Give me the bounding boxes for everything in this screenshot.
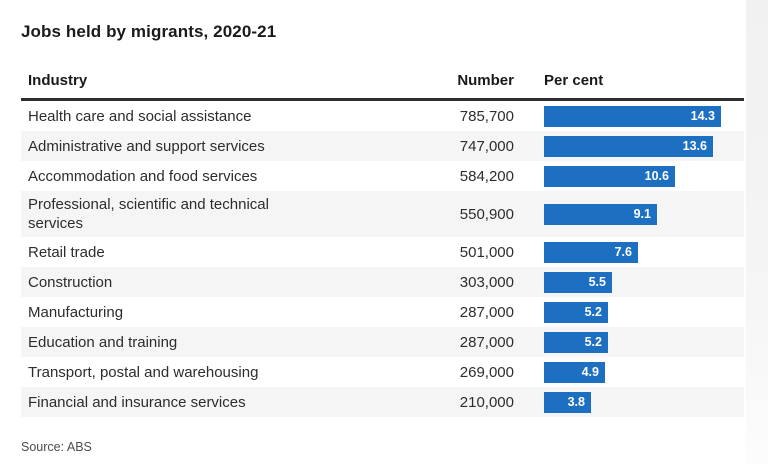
percent-value: 5.5 — [588, 274, 606, 289]
percent-bar: 7.6 — [544, 241, 638, 263]
industry-label: Manufacturing — [28, 303, 124, 321]
percent-bar-cell: 13.6 — [544, 135, 744, 157]
number-value: 269,000 — [459, 363, 514, 381]
page-edge-strip — [746, 0, 768, 464]
percent-bar: 14.3 — [544, 105, 721, 127]
number-value: 785,700 — [459, 107, 514, 125]
number-value: 501,000 — [459, 243, 514, 261]
header-percent: Per cent — [544, 72, 604, 89]
percent-bar: 5.2 — [544, 301, 608, 323]
percent-value: 5.2 — [584, 304, 602, 319]
percent-bar-cell: 14.3 — [544, 105, 744, 127]
header-number: Number — [457, 72, 514, 89]
industry-label: Financial and insurance services — [28, 393, 246, 411]
number-value: 747,000 — [459, 137, 514, 155]
industry-label: Education and training — [28, 333, 178, 351]
industry-label: Accommodation and food services — [28, 167, 258, 185]
chart-title: Jobs held by migrants, 2020-21 — [21, 22, 277, 41]
percent-value: 14.3 — [690, 108, 715, 123]
table-row: Accommodation and food services 584,200 10… — [21, 161, 744, 191]
percent-value: 10.6 — [644, 168, 669, 183]
table-row: Health care and social assistance 785,700… — [21, 101, 744, 131]
percent-bar-cell: 7.6 — [544, 241, 744, 263]
table-row: Education and training 287,000 5.2 — [21, 327, 744, 357]
industry-label: Transport, postal and warehousing — [28, 363, 259, 381]
industry-label: Professional, scientific and technical s… — [28, 196, 269, 232]
percent-bar-cell: 3.8 — [544, 391, 744, 413]
percent-bar: 3.8 — [544, 391, 591, 413]
percent-bar: 5.2 — [544, 331, 608, 353]
percent-bar: 9.1 — [544, 203, 657, 225]
table-row: Transport, postal and warehousing 269,000… — [21, 357, 744, 387]
industry-label: Administrative and support services — [28, 137, 265, 155]
number-value: 210,000 — [459, 393, 514, 411]
percent-bar: 4.9 — [544, 361, 605, 383]
percent-value: 4.9 — [581, 364, 599, 379]
industry-label: Health care and social assistance — [28, 107, 252, 125]
percent-value: 5.2 — [584, 334, 602, 349]
number-value: 303,000 — [459, 273, 514, 291]
percent-value: 3.8 — [567, 394, 585, 409]
percent-bar-cell: 10.6 — [544, 165, 744, 187]
percent-bar-cell: 5.2 — [544, 331, 744, 353]
percent-bar: 5.5 — [544, 271, 612, 293]
jobs-table: Industry Number Per cent Health care and… — [21, 72, 744, 417]
table-body: Health care and social assistance 785,700… — [21, 101, 744, 417]
percent-bar: 13.6 — [544, 135, 713, 157]
header-industry: Industry — [28, 72, 88, 89]
table-row: Construction 303,000 5.5 — [21, 267, 744, 297]
source-note: Source: ABS — [21, 440, 92, 454]
percent-bar: 10.6 — [544, 165, 675, 187]
number-value: 287,000 — [459, 303, 514, 321]
percent-bar-cell: 5.5 — [544, 271, 744, 293]
percent-value: 13.6 — [682, 138, 707, 153]
number-value: 287,000 — [459, 333, 514, 351]
table-row: Administrative and support services 747,0… — [21, 131, 744, 161]
table-header-row: Industry Number Per cent — [21, 72, 744, 101]
number-value: 550,900 — [459, 205, 514, 223]
table-row: Manufacturing 287,000 5.2 — [21, 297, 744, 327]
percent-value: 7.6 — [614, 244, 632, 259]
percent-bar-cell: 9.1 — [544, 203, 744, 225]
industry-label: Retail trade — [28, 243, 105, 261]
industry-label: Construction — [28, 273, 113, 291]
percent-value: 9.1 — [633, 206, 651, 221]
chart-container: Jobs held by migrants, 2020-21 Industry … — [21, 22, 744, 454]
number-value: 584,200 — [459, 167, 514, 185]
table-row: Financial and insurance services 210,000 3… — [21, 387, 744, 417]
percent-bar-cell: 4.9 — [544, 361, 744, 383]
percent-bar-cell: 5.2 — [544, 301, 744, 323]
table-row: Retail trade 501,000 7.6 — [21, 237, 744, 267]
table-row: Professional, scientific and technical s… — [21, 191, 744, 237]
